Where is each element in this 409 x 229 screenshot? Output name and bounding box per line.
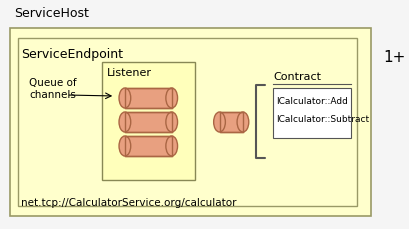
- Text: Queue of
channels: Queue of channels: [29, 78, 77, 100]
- FancyBboxPatch shape: [18, 38, 357, 206]
- Ellipse shape: [237, 112, 249, 132]
- Bar: [125, 136, 172, 156]
- Ellipse shape: [119, 88, 131, 108]
- Text: 1+: 1+: [383, 50, 406, 65]
- Text: ServiceHost: ServiceHost: [13, 7, 88, 20]
- Ellipse shape: [166, 88, 178, 108]
- FancyBboxPatch shape: [10, 28, 371, 216]
- Bar: [125, 88, 172, 108]
- Bar: [220, 112, 243, 132]
- Text: Listener: Listener: [107, 68, 152, 78]
- Ellipse shape: [166, 112, 178, 132]
- Ellipse shape: [213, 112, 225, 132]
- FancyBboxPatch shape: [102, 62, 195, 180]
- Text: ServiceEndpoint: ServiceEndpoint: [21, 48, 124, 61]
- Bar: [125, 136, 172, 156]
- Bar: [125, 112, 172, 132]
- Ellipse shape: [119, 136, 131, 156]
- Text: ICalculator::Subtract: ICalculator::Subtract: [276, 115, 369, 124]
- Bar: [125, 112, 172, 132]
- Ellipse shape: [166, 136, 178, 156]
- FancyBboxPatch shape: [273, 88, 351, 138]
- Ellipse shape: [119, 112, 131, 132]
- Text: Contract: Contract: [273, 72, 321, 82]
- Bar: [125, 88, 172, 108]
- Text: ICalculator::Add: ICalculator::Add: [276, 97, 348, 106]
- Text: net.tcp://CalculatorService.org/calculator: net.tcp://CalculatorService.org/calculat…: [21, 198, 237, 208]
- Bar: [220, 112, 243, 132]
